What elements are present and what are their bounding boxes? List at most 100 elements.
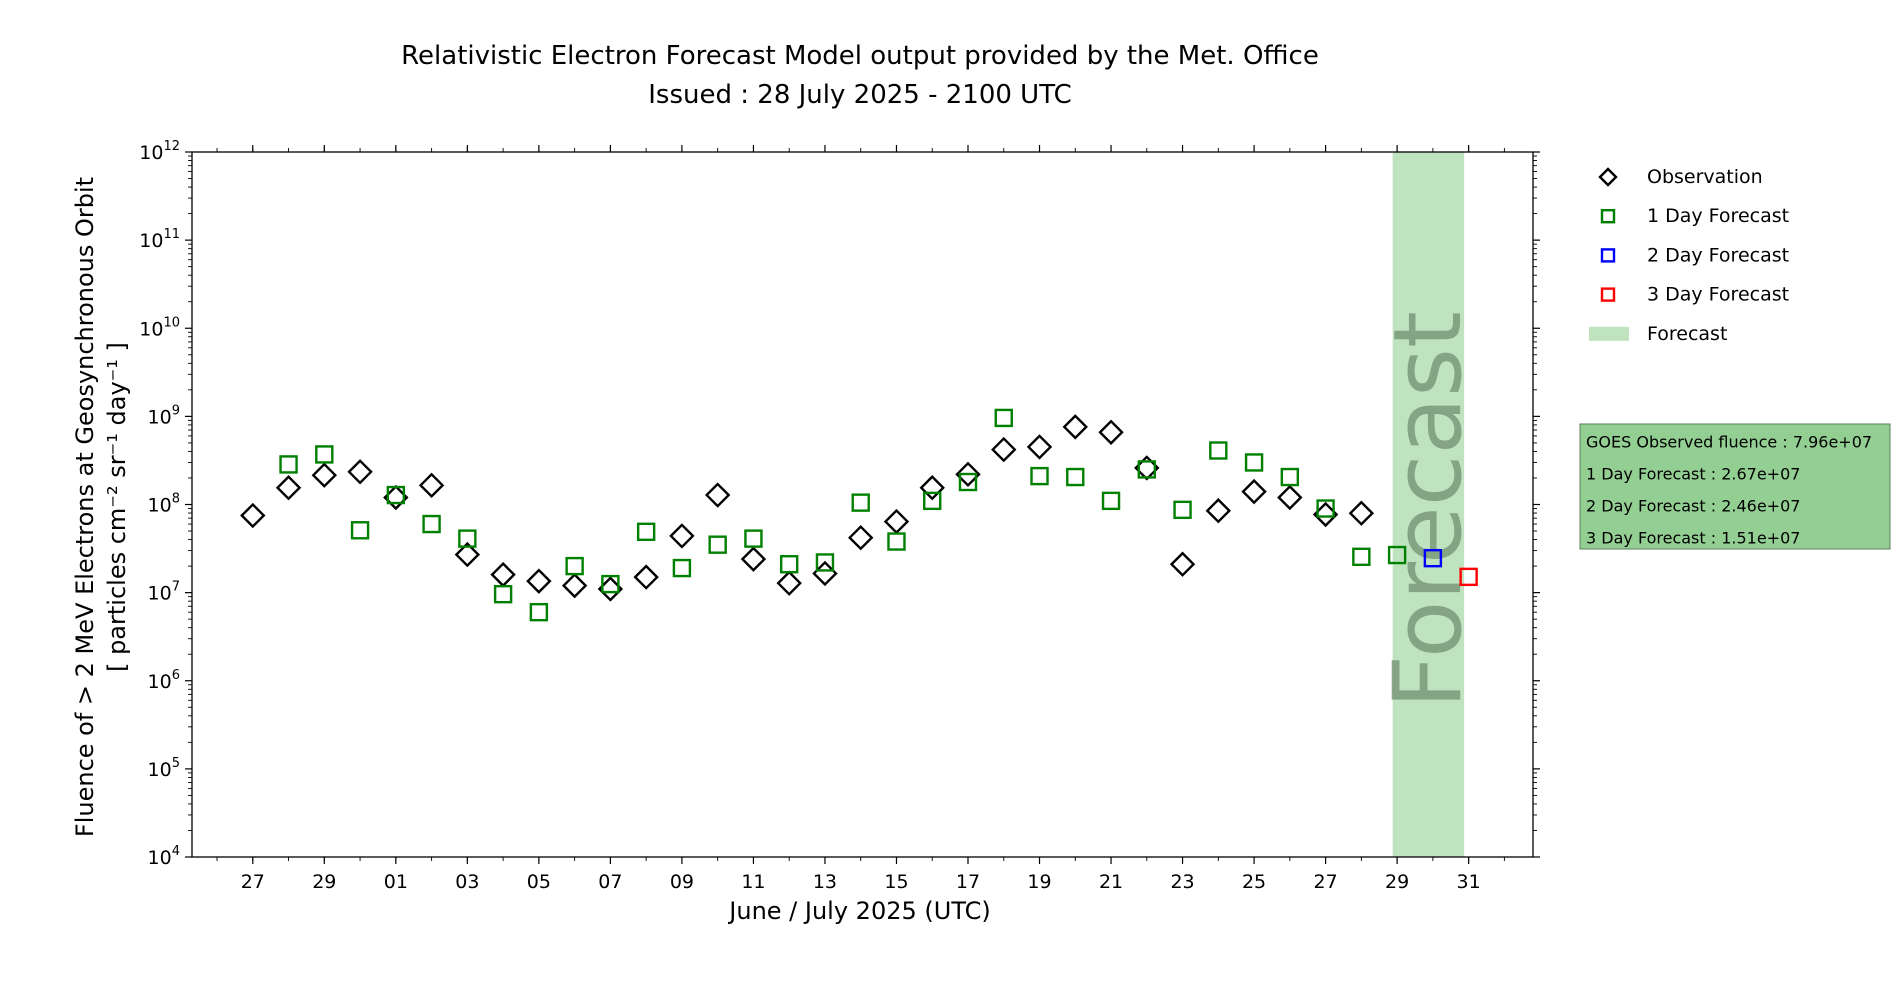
plot-area-frame (191, 151, 1534, 858)
legend-swatch-observation (1598, 167, 1618, 187)
1-day-forecast-point (1209, 441, 1228, 460)
observation-point (347, 459, 373, 485)
1-day-forecast-point (458, 529, 477, 548)
observation-point (1241, 478, 1267, 505)
1-day-forecast-point (1352, 547, 1371, 566)
1-day-forecast-point (1316, 499, 1335, 518)
x-tick-label: 01 (384, 871, 408, 893)
legend: Observation 1 Day Forecast 2 Day Forecast 3… (1589, 166, 1789, 345)
1-day-forecast-point (1066, 467, 1085, 487)
y-tick-label: 107 (148, 580, 180, 605)
x-tick-label: 17 (956, 871, 980, 893)
observation-point (490, 561, 516, 588)
y-tick-label: 109 (148, 403, 180, 428)
observation-point (1169, 551, 1196, 577)
observation-point (848, 525, 874, 551)
observation-point (275, 475, 302, 501)
x-tick-label: 05 (527, 871, 551, 893)
1-day-forecast-point (1387, 545, 1407, 565)
observation-point (776, 570, 802, 596)
y-axis-label: Fluence of > 2 MeV Electrons at Geosynch… (71, 177, 131, 837)
observation-point (526, 568, 552, 594)
x-tick-label: 29 (1385, 871, 1409, 893)
forecast-band-label: Forecast (1374, 311, 1483, 709)
observation-point (454, 541, 481, 568)
observation-point (1348, 500, 1375, 526)
x-tick-label: 23 (1170, 871, 1194, 893)
info-day3: 3 Day Forecast : 1.51e+07 (1586, 529, 1800, 548)
observation-point (561, 572, 588, 599)
y-tick-label: 1011 (139, 227, 180, 252)
1-day-forecast-point (708, 535, 727, 554)
legend-swatch-1-day-forecast (1600, 208, 1616, 224)
x-tick-label: 21 (1099, 871, 1123, 893)
x-tick-label: 27 (241, 871, 265, 893)
1-day-forecast-point (1173, 500, 1192, 520)
observation-point (883, 508, 910, 535)
y-axis-label-line2: [ particles cm⁻² sr⁻¹ day⁻¹ ] (103, 342, 131, 672)
1-day-forecast-point (994, 408, 1013, 428)
x-axis-label: June / July 2025 (UTC) (727, 897, 990, 925)
1-day-forecast-point (601, 574, 620, 594)
1-day-forecast-point (493, 584, 513, 604)
legend-swatch-2-day-forecast (1600, 248, 1616, 263)
observation-point (955, 461, 981, 488)
1-day-forecast-point (1244, 453, 1264, 472)
observation-point (704, 482, 731, 508)
1-day-forecast-point (1101, 491, 1121, 511)
y-tick-label: 106 (148, 668, 180, 693)
1-day-forecast-point (1030, 466, 1049, 486)
observation-point (1205, 498, 1232, 524)
1-day-forecast-point (958, 472, 978, 492)
1-day-forecast-point (672, 558, 692, 578)
1-day-forecast-point (744, 529, 763, 548)
1-day-forecast-point (565, 556, 584, 576)
forecast-band (1392, 152, 1465, 857)
info-day1: 1 Day Forecast : 2.67e+07 (1586, 465, 1800, 484)
y-tick-label: 105 (148, 756, 180, 781)
chart-subtitle: Issued : 28 July 2025 - 2100 UTC (648, 80, 1071, 110)
y-tick-label: 1010 (139, 315, 180, 340)
observation-point (1062, 414, 1088, 440)
data-marks (240, 408, 1478, 622)
chart-title: Relativistic Electron Forecast Model out… (401, 41, 1319, 71)
x-tick-label: 29 (312, 871, 336, 893)
y-tick-label: 1012 (139, 139, 180, 164)
x-tick-label: 13 (813, 871, 837, 893)
1-day-forecast-point (851, 493, 870, 512)
observation-point (919, 475, 945, 501)
x-tick-label: 31 (1457, 871, 1481, 893)
observation-point (418, 472, 445, 499)
info-box-background (1579, 423, 1891, 550)
x-tick-label: 07 (598, 871, 622, 893)
legend-swatch-3-day-forecast (1600, 287, 1616, 302)
axis-ticks: 104 105 106 107 108 109 1010 1011 1012 27 29 01 03 05… (139, 139, 1540, 893)
y-axis-label-line1: Fluence of > 2 MeV Electrons at Geosynch… (71, 177, 99, 837)
x-tick-label: 03 (455, 871, 479, 893)
1-day-forecast-point (1280, 467, 1300, 487)
x-tick-label: 09 (670, 871, 694, 893)
info-day2: 2 Day Forecast : 2.46e+07 (1586, 497, 1800, 516)
legend-label-observation: Observation (1647, 166, 1763, 188)
1-day-forecast-point (529, 602, 549, 622)
observation-point (1026, 434, 1053, 460)
1-day-forecast-point (887, 532, 906, 551)
legend-label-2-day-forecast: 2 Day Forecast (1647, 244, 1789, 266)
1-day-forecast-point (422, 514, 441, 534)
legend-label-3-day-forecast: 3 Day Forecast (1647, 284, 1789, 306)
observation-point (240, 502, 266, 529)
1-day-forecast-point (815, 553, 835, 572)
x-tick-label: 15 (884, 871, 908, 893)
1-day-forecast-point (279, 455, 298, 474)
observation-point (669, 523, 695, 549)
legend-label-forecast: Forecast (1647, 323, 1727, 345)
3-day-forecast-point (1459, 567, 1478, 587)
legend-label-1-day-forecast: 1 Day Forecast (1647, 205, 1789, 227)
legend-swatch-forecast (1589, 326, 1629, 341)
1-day-forecast-point (386, 485, 406, 505)
observation-point (633, 564, 659, 590)
observation-point (740, 546, 767, 572)
observation-point (1098, 419, 1124, 445)
x-tick-label: 19 (1027, 871, 1051, 893)
